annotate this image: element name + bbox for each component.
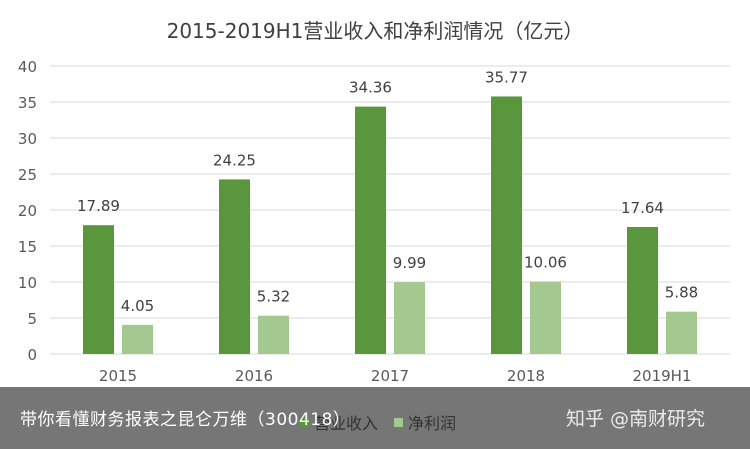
data-label: 24.25 — [213, 151, 256, 169]
y-tick-label: 40 — [18, 58, 37, 76]
data-label: 34.36 — [349, 79, 392, 97]
x-tick-label: 2017 — [371, 367, 409, 385]
legend-swatch-profit — [394, 417, 404, 427]
gridlines — [50, 65, 730, 355]
bar-net-profit — [666, 311, 697, 354]
x-tick-label: 2016 — [235, 367, 273, 385]
legend-swatch-revenue — [300, 417, 309, 427]
x-axis: 2015 2016 2017 2018 2019H1 — [99, 367, 692, 385]
data-label: 4.05 — [121, 297, 154, 315]
y-tick-label: 30 — [18, 130, 37, 148]
data-label: 17.64 — [621, 199, 664, 217]
bar-revenue — [83, 225, 114, 354]
bars: 17.89 4.05 24.25 5.32 34.36 9.99 35.77 10.06 17.… — [77, 68, 698, 355]
data-label: 5.32 — [257, 288, 290, 306]
chart-title: 2015-2019H1营业收入和净利润情况（亿元） — [167, 19, 584, 43]
legend-item-revenue: 营业收入 — [300, 410, 378, 434]
data-label: 5.88 — [665, 284, 698, 302]
caption-text: 带你看懂财务报表之昆仑万维（300418） — [20, 410, 351, 430]
legend-label-revenue: 营业收入 — [314, 414, 379, 433]
y-tick-label: 20 — [18, 202, 37, 220]
y-tick-label: 0 — [27, 346, 37, 364]
caption-overlay — [0, 387, 750, 449]
legend-item-profit: 净利润 — [394, 410, 456, 434]
data-label: 9.99 — [393, 254, 426, 272]
bar-revenue — [355, 106, 386, 354]
y-axis: 0 5 10 15 20 25 30 35 40 — [18, 58, 37, 364]
x-tick-label: 2015 — [99, 367, 137, 385]
y-tick-label: 10 — [18, 274, 37, 292]
watermark: 知乎 @南财研究 — [566, 408, 706, 430]
bar-revenue — [219, 179, 250, 354]
legend-label-profit: 净利润 — [408, 414, 457, 433]
data-label: 10.06 — [524, 254, 567, 272]
x-tick-label: 2019H1 — [633, 367, 692, 385]
bar-revenue — [491, 96, 522, 355]
y-tick-label: 5 — [27, 310, 37, 328]
data-label: 17.89 — [77, 197, 120, 215]
data-label: 35.77 — [485, 68, 528, 86]
legend: 营业收入 净利润 — [300, 410, 466, 434]
y-tick-label: 15 — [18, 238, 37, 256]
x-tick-label: 2018 — [507, 367, 545, 385]
y-tick-label: 25 — [18, 166, 37, 184]
y-tick-label: 35 — [18, 94, 37, 112]
bar-revenue — [627, 226, 658, 354]
bar-net-profit — [530, 281, 561, 354]
bar-net-profit — [122, 324, 153, 354]
bar-net-profit — [258, 315, 289, 354]
bar-net-profit — [394, 282, 425, 354]
